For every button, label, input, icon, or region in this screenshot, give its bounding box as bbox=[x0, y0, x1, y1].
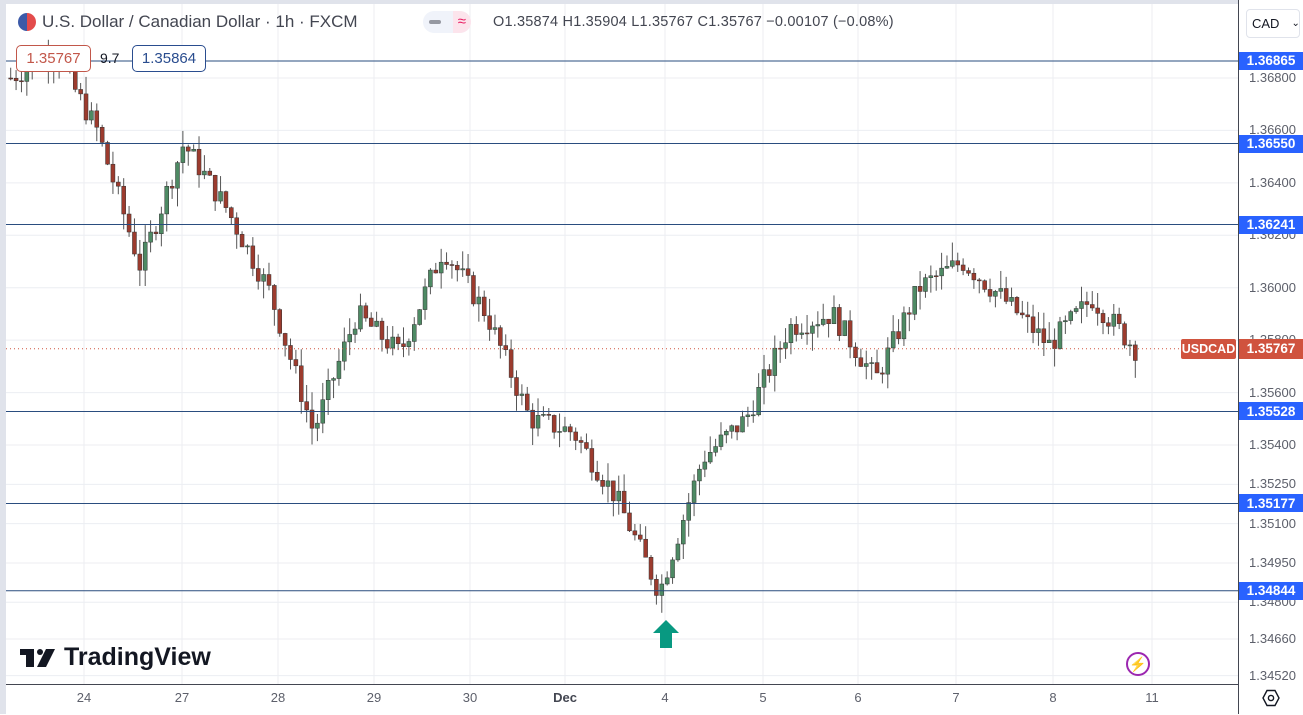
time-tick: Dec bbox=[553, 690, 577, 705]
time-tick: 27 bbox=[174, 690, 190, 705]
level-price-label: 1.34844 bbox=[1239, 581, 1303, 600]
price-tick: 1.34950 bbox=[1249, 554, 1296, 570]
price-tick: 1.36600 bbox=[1249, 122, 1296, 138]
collapse-icon[interactable] bbox=[429, 20, 441, 24]
time-tick: 5 bbox=[759, 690, 767, 705]
approx-icon[interactable]: ≈ bbox=[452, 11, 471, 33]
time-tick: 6 bbox=[854, 690, 862, 705]
time-tick: 24 bbox=[76, 690, 92, 705]
currency-select-value: CAD bbox=[1252, 16, 1280, 31]
symbol-tag: USDCAD bbox=[1181, 338, 1236, 359]
level-price-label: 1.36865 bbox=[1239, 51, 1303, 70]
symbol-title-text: U.S. Dollar / Canadian Dollar · 1h · FXC… bbox=[42, 12, 358, 31]
currency-select[interactable]: CAD ⌄ bbox=[1246, 9, 1300, 38]
level-price-label: 1.35177 bbox=[1239, 494, 1303, 513]
level-price-label: 1.36550 bbox=[1239, 134, 1303, 153]
time-tick: 28 bbox=[270, 690, 286, 705]
indicator-toggle[interactable]: ≈ bbox=[423, 11, 471, 33]
price-tick: 1.34660 bbox=[1249, 630, 1296, 646]
usd-cad-flag-icon bbox=[18, 13, 36, 31]
price-tick: 1.35100 bbox=[1249, 515, 1296, 531]
price-tick: 1.34520 bbox=[1249, 667, 1296, 683]
level-price-label: 1.36241 bbox=[1239, 215, 1303, 234]
time-tick: 29 bbox=[366, 690, 382, 705]
up-arrow-icon bbox=[653, 620, 679, 648]
time-tick: 7 bbox=[952, 690, 960, 705]
price-tick: 1.36000 bbox=[1249, 279, 1296, 295]
time-tick: 8 bbox=[1049, 690, 1057, 705]
time-tick: 30 bbox=[462, 690, 478, 705]
time-tick: 4 bbox=[661, 690, 669, 705]
level-price-label: 1.35528 bbox=[1239, 402, 1303, 421]
time-axis[interactable] bbox=[6, 684, 1238, 715]
current-price-label: 1.35767 bbox=[1239, 338, 1303, 359]
settings-icon[interactable] bbox=[1262, 689, 1280, 707]
buy-button[interactable]: 1.35864 bbox=[132, 45, 206, 72]
price-tick: 1.36400 bbox=[1249, 174, 1296, 190]
time-tick: 11 bbox=[1145, 690, 1159, 705]
top-border bbox=[0, 0, 1303, 4]
candlestick-plot[interactable] bbox=[0, 0, 1238, 684]
lightning-event-icon[interactable]: ⚡ bbox=[1126, 652, 1150, 676]
sell-button[interactable]: 1.35767 bbox=[16, 45, 91, 72]
left-border bbox=[0, 0, 6, 714]
ohlc-readout: O1.35874 H1.35904 L1.35767 C1.35767 −0.0… bbox=[493, 14, 894, 30]
logo-text: TradingView bbox=[64, 643, 211, 671]
tradingview-logo[interactable]: TradingView bbox=[20, 643, 211, 672]
tv-logo-icon bbox=[20, 648, 55, 667]
price-tick: 1.35600 bbox=[1249, 384, 1296, 400]
price-tick: 1.35250 bbox=[1249, 476, 1296, 492]
chevron-down-icon: ⌄ bbox=[1291, 18, 1300, 29]
symbol-title[interactable]: U.S. Dollar / Canadian Dollar · 1h · FXC… bbox=[18, 12, 358, 32]
spread-value: 9.7 bbox=[100, 50, 120, 66]
price-tick: 1.35400 bbox=[1249, 437, 1296, 452]
price-tick: 1.36800 bbox=[1249, 70, 1296, 85]
